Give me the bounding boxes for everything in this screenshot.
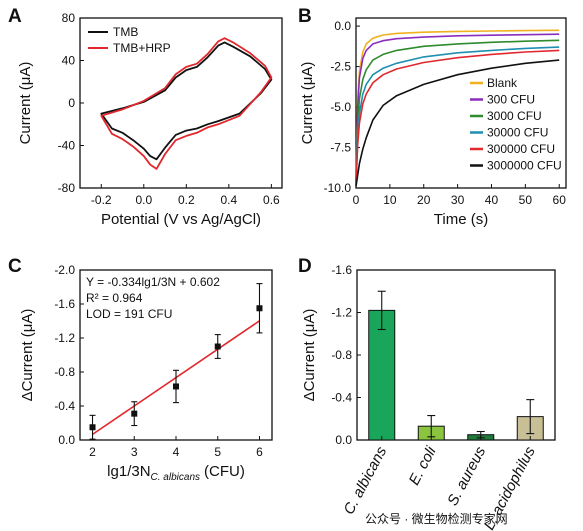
time-trace-3 bbox=[355, 46, 560, 184]
y-tick-label: -10.0 bbox=[324, 181, 352, 195]
y-tick-label: -7.5 bbox=[330, 141, 351, 155]
y-tick-label: -5.0 bbox=[330, 100, 351, 114]
panel-letter-c: C bbox=[8, 256, 22, 277]
x-axis-label: lg1/3NC. albicans (CFU) bbox=[107, 463, 245, 483]
legend-label: TMB+HRP bbox=[113, 41, 171, 55]
panel-d-selectivity-bars: 0.0 -0.4 -0.8 -1.2 -1.6 ΔCurrent (μA) C. albic… bbox=[301, 263, 556, 531]
y-tick-label: -1.2 bbox=[331, 306, 352, 320]
legend-label: 300 CFU bbox=[487, 93, 535, 107]
y-axis-label: ΔCurrent (μA) bbox=[301, 309, 318, 402]
panel-b-amperometric-curves: 0 10 20 30 40 50 60 -10.0 -7.5 -5.0 -2.5 0.0 Current… bbox=[299, 17, 567, 228]
y-axis-label: Current (μA) bbox=[17, 62, 34, 145]
y-tick-label: 0.0 bbox=[58, 433, 75, 447]
x-tick-label: 60 bbox=[553, 193, 567, 207]
x-tick-label: 4 bbox=[173, 445, 180, 459]
data-point bbox=[89, 424, 96, 431]
x-tick-label: 30 bbox=[451, 193, 465, 207]
data-point bbox=[173, 383, 179, 390]
legend-label: Blank bbox=[487, 76, 518, 90]
x-tick-label: 3 bbox=[131, 445, 138, 459]
y-tick-label: -2.5 bbox=[330, 60, 351, 74]
panel-letter-d: D bbox=[298, 256, 312, 277]
bar-0 bbox=[368, 309, 396, 441]
y-tick-label: 0 bbox=[68, 96, 75, 110]
y-tick-label: -40 bbox=[58, 139, 76, 153]
y-tick-label: -0.8 bbox=[54, 365, 75, 379]
category-label: C. albicans bbox=[340, 443, 390, 517]
legend-label: 30000 CFU bbox=[487, 126, 548, 140]
x-tick-label: -0.2 bbox=[91, 193, 112, 207]
annotation-text: Y = -0.334lg1/3N + 0.602 bbox=[86, 275, 220, 289]
time-trace-0 bbox=[355, 29, 560, 182]
time-trace-5 bbox=[355, 59, 560, 187]
cv-curve-1 bbox=[100, 37, 273, 170]
x-tick-label: 20 bbox=[417, 193, 431, 207]
x-axis-label-subscript: C. albicans bbox=[151, 472, 200, 483]
y-tick-label: -0.8 bbox=[331, 348, 352, 362]
annotation-text: LOD = 191 CFU bbox=[86, 307, 172, 321]
time-trace-2 bbox=[355, 39, 560, 184]
panel-a-cyclic-voltammogram: -0.2 0.0 0.2 0.4 0.6 -80 -40 0 40 80 Current (μA) P… bbox=[17, 11, 283, 228]
y-tick-label: 0.0 bbox=[334, 19, 351, 33]
x-axis-label: Time (s) bbox=[434, 211, 488, 228]
x-axis-label-unit: (CFU) bbox=[204, 463, 245, 480]
x-tick-label: 0.2 bbox=[178, 193, 195, 207]
plot-frame bbox=[355, 17, 567, 189]
legend-label: TMB bbox=[113, 25, 138, 39]
x-tick-label: 6 bbox=[256, 445, 263, 459]
data-point bbox=[131, 410, 138, 417]
y-tick-label: -2.0 bbox=[54, 263, 75, 277]
time-trace-1 bbox=[355, 33, 560, 182]
x-tick-label: 2 bbox=[89, 445, 96, 459]
x-axis-label: Potential (V vs Ag/AgCl) bbox=[101, 211, 261, 228]
category-label: S. aureus bbox=[444, 443, 489, 508]
category-label: E. coli bbox=[406, 443, 441, 488]
y-tick-label: -80 bbox=[58, 181, 76, 195]
y-tick-label: -1.6 bbox=[331, 263, 352, 277]
watermark-text: 公众号 · 微生物检测专家网 bbox=[365, 511, 508, 526]
data-point bbox=[214, 343, 221, 350]
legend-label: 3000000 CFU bbox=[487, 159, 562, 173]
x-tick-label: 0.4 bbox=[220, 193, 237, 207]
x-tick-label: 10 bbox=[383, 193, 397, 207]
y-axis-label: ΔCurrent (μA) bbox=[19, 309, 36, 402]
panel-letter-b: B bbox=[298, 6, 312, 27]
annotation-text: R² = 0.964 bbox=[86, 291, 143, 305]
x-tick-label: 5 bbox=[214, 445, 221, 459]
legend-label: 3000 CFU bbox=[487, 109, 542, 123]
y-tick-label: 40 bbox=[62, 54, 76, 68]
y-tick-label: -1.2 bbox=[54, 331, 75, 345]
time-trace-4 bbox=[355, 49, 560, 185]
y-tick-label: -0.4 bbox=[54, 399, 75, 413]
x-tick-label: 40 bbox=[485, 193, 499, 207]
x-tick-label: 50 bbox=[519, 193, 533, 207]
y-tick-label: 0.0 bbox=[335, 433, 352, 447]
data-point bbox=[256, 305, 263, 312]
y-tick-label: -0.4 bbox=[331, 391, 352, 405]
x-tick-label: 0.0 bbox=[135, 193, 152, 207]
x-tick-label: 0.6 bbox=[263, 193, 280, 207]
x-tick-label: 0 bbox=[353, 193, 360, 207]
panel-c-calibration-plot: 2 3 4 5 6 0.0 -0.4 -0.8 -1.2 -1.6 -2.0 ΔCurrent (μA… bbox=[19, 263, 273, 483]
y-axis-label: Current (μA) bbox=[299, 62, 316, 145]
panel-letter-a: A bbox=[8, 6, 22, 27]
x-axis-label-main: lg1/3N bbox=[107, 463, 150, 480]
y-tick-label: 80 bbox=[62, 11, 76, 25]
legend-label: 300000 CFU bbox=[487, 142, 555, 156]
y-tick-label: -1.6 bbox=[54, 297, 75, 311]
